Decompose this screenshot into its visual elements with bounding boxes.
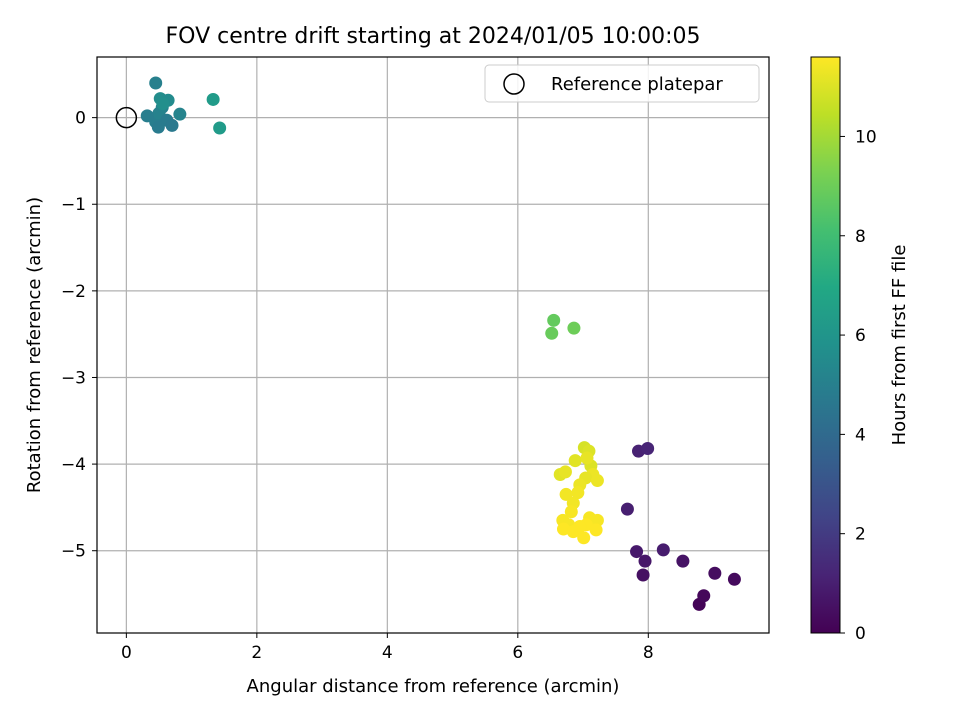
legend-box <box>484 64 760 103</box>
data-point <box>567 321 581 335</box>
legend: Reference platepar <box>484 64 760 103</box>
colorbar-tick-label: 8 <box>855 227 866 247</box>
x-tick-label: 8 <box>643 643 654 663</box>
data-point <box>545 326 559 340</box>
y-tick-label: −3 <box>61 368 86 388</box>
data-point <box>676 554 690 568</box>
data-point <box>213 121 227 135</box>
y-axis-label: Rotation from reference (arcmin) <box>24 197 45 493</box>
colorbar-tick-label: 4 <box>855 425 866 445</box>
chart-title: FOV centre drift starting at 2024/01/05 … <box>166 24 701 49</box>
data-point <box>641 442 655 456</box>
data-point <box>140 109 154 123</box>
x-axis-ticks: 0 2 4 6 8 <box>121 633 654 663</box>
colorbar-ticks: 0 2 4 6 8 10 <box>840 127 877 644</box>
colorbar-tick-label: 6 <box>855 326 866 346</box>
data-point <box>656 543 670 557</box>
x-tick-label: 0 <box>121 643 132 663</box>
colorbar-tick-label: 10 <box>855 127 877 147</box>
data-point <box>151 120 165 134</box>
data-point <box>577 531 591 545</box>
reference-platepar-marker <box>115 106 138 129</box>
data-point <box>206 92 220 106</box>
data-point <box>727 572 741 586</box>
plot-frame <box>96 56 770 634</box>
data-point <box>636 568 650 582</box>
y-axis-ticks: 0 −1 −2 −3 −4 −5 <box>61 109 97 562</box>
data-point <box>580 451 594 465</box>
colorbar <box>810 56 841 634</box>
y-tick-label: −4 <box>61 455 86 475</box>
colorbar-label: Hours from first FF file <box>889 245 910 446</box>
data-point <box>149 76 163 90</box>
data-point <box>573 519 587 533</box>
data-point <box>173 107 187 121</box>
data-point <box>590 513 604 527</box>
data-point <box>571 486 585 500</box>
legend-entry-label: Reference platepar <box>551 74 723 95</box>
data-point <box>156 97 170 111</box>
data-point <box>590 474 604 488</box>
colorbar-tick-label: 2 <box>855 525 866 545</box>
data-point <box>630 545 644 559</box>
data-point <box>708 566 722 580</box>
data-point <box>559 487 573 501</box>
y-tick-label: −2 <box>61 282 86 302</box>
colorbar-tick-label: 0 <box>855 624 866 644</box>
scatter-points <box>140 76 741 611</box>
data-point <box>558 465 572 479</box>
grid-lines <box>97 57 769 633</box>
y-tick-label: 0 <box>75 109 86 129</box>
data-point <box>697 589 711 603</box>
legend-marker-icon <box>503 73 525 95</box>
reference-marker-layer <box>115 106 138 129</box>
data-point <box>165 118 179 132</box>
y-tick-label: −1 <box>61 195 86 215</box>
data-point <box>564 505 578 519</box>
data-point <box>620 502 634 516</box>
data-point <box>638 554 652 568</box>
data-point <box>556 522 570 536</box>
x-tick-label: 6 <box>512 643 523 663</box>
y-tick-label: −5 <box>61 542 86 562</box>
data-point <box>547 313 561 327</box>
data-point <box>568 454 582 468</box>
x-tick-label: 2 <box>251 643 262 663</box>
data-point <box>589 523 603 537</box>
x-tick-label: 4 <box>382 643 393 663</box>
x-axis-label: Angular distance from reference (arcmin) <box>247 676 620 697</box>
